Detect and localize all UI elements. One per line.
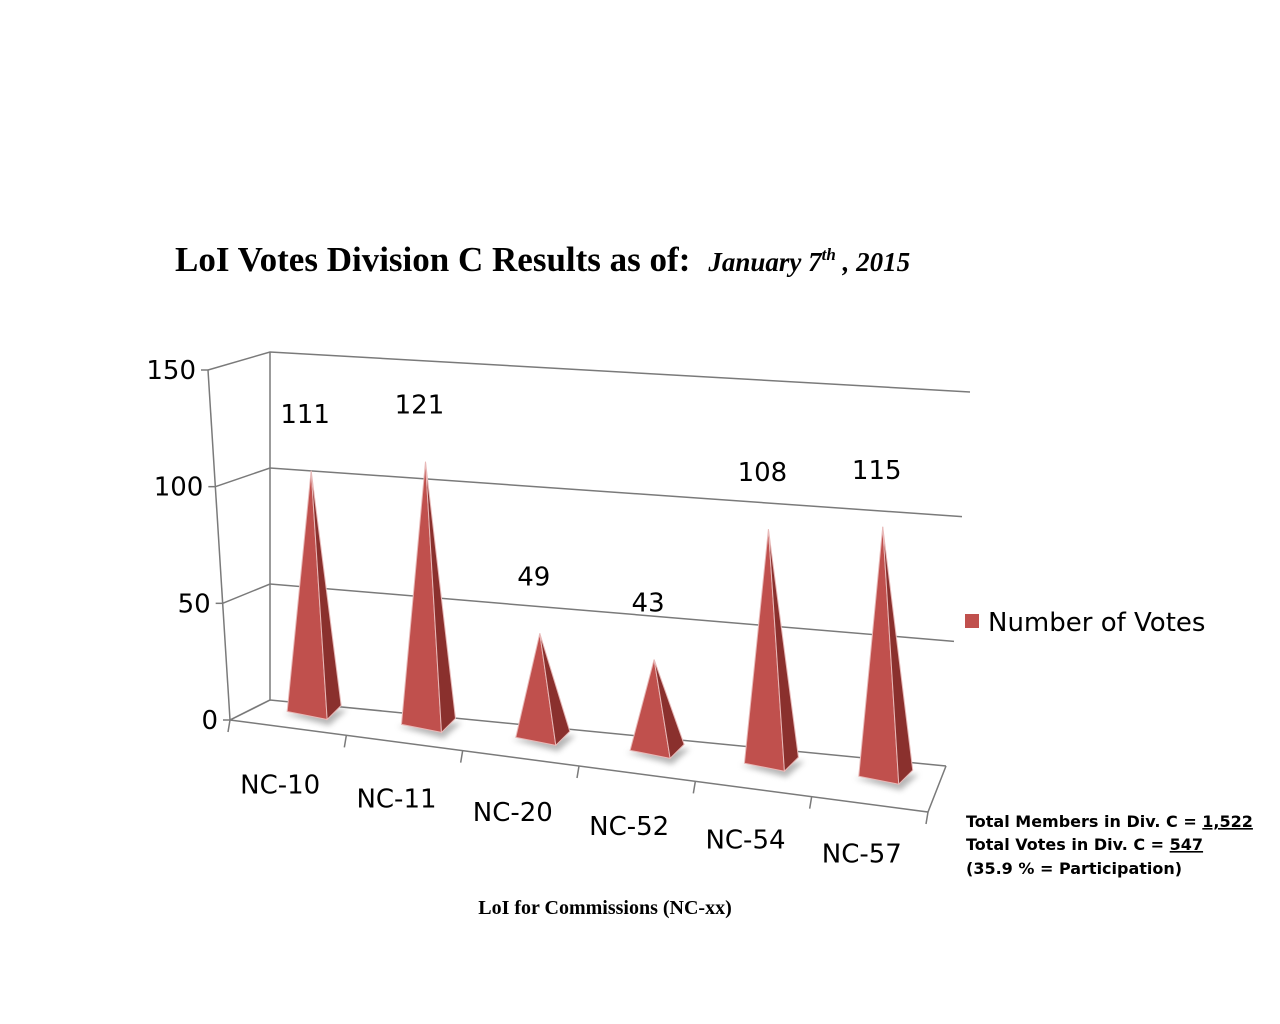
- gridline: [215, 467, 963, 518]
- bar: [283, 470, 348, 726]
- stats-votes: Total Votes in Div. C = 547: [966, 835, 1203, 854]
- x-axis-title: LoI for Commissions (NC-xx): [478, 897, 732, 919]
- data-label: 43: [632, 589, 665, 619]
- stats-members-value: 1,522: [1202, 812, 1253, 831]
- chart-title-date: January 7: [707, 247, 823, 277]
- bar: [854, 526, 919, 791]
- bar-side-face: [767, 529, 799, 773]
- data-label: 111: [280, 400, 330, 430]
- axes: [201, 352, 947, 825]
- data-labels: 111 121 49 43 108 115: [280, 391, 901, 619]
- x-tick-mark: [808, 796, 813, 809]
- stats-members-label: Total Members in Div. C =: [966, 812, 1202, 831]
- chart-title: LoI Votes Division C Results as of: Janu…: [175, 240, 910, 279]
- y-tick-label: 50: [178, 589, 211, 619]
- category-label: NC-54: [705, 826, 785, 856]
- bar-side-face: [310, 470, 342, 721]
- y-tick-label: 100: [154, 473, 204, 503]
- bar: [397, 461, 462, 739]
- y-axis-line: [207, 369, 231, 721]
- gridline: [222, 583, 955, 643]
- bars: [283, 461, 919, 791]
- data-label: 108: [738, 458, 788, 488]
- legend: Number of Votes: [965, 608, 1205, 638]
- stats-members: Total Members in Div. C = 1,522: [966, 812, 1253, 831]
- x-tick-mark: [227, 719, 231, 733]
- category-label: NC-11: [356, 784, 436, 814]
- floor-front-edge: [229, 719, 947, 813]
- bar-side-face: [424, 461, 456, 734]
- x-tick-mark: [343, 735, 348, 748]
- bar: [740, 529, 805, 778]
- stats-block: Total Members in Div. C = 1,522 Total Vo…: [966, 812, 1253, 878]
- x-tick-mark: [459, 750, 464, 763]
- category-label: NC-57: [822, 839, 902, 869]
- chart-title-date-year: , 2015: [836, 247, 910, 277]
- data-label: 49: [517, 562, 550, 592]
- x-tick-mark: [576, 765, 580, 779]
- chart-title-main: LoI Votes Division C Results as of:: [175, 240, 690, 279]
- y-tick-label: 150: [146, 356, 196, 386]
- floor-left-edge: [229, 699, 271, 721]
- bar-side-face: [653, 659, 685, 760]
- data-label: 121: [395, 391, 445, 421]
- bar-side-face: [539, 633, 571, 747]
- legend-label: Number of Votes: [988, 608, 1205, 638]
- stats-votes-value: 547: [1170, 835, 1203, 854]
- category-label: NC-20: [473, 798, 553, 828]
- stats-votes-label: Total Votes in Div. C =: [966, 835, 1170, 854]
- x-tick-mark: [925, 811, 929, 825]
- category-label: NC-52: [589, 812, 669, 842]
- gridline: [207, 351, 971, 393]
- y-tick-label: 0: [201, 706, 218, 736]
- category-labels: NC-10 NC-11 NC-20 NC-52 NC-54 NC-57: [240, 771, 902, 870]
- legend-swatch: [965, 614, 979, 628]
- bar-side-face: [882, 526, 914, 786]
- category-label: NC-10: [240, 771, 320, 801]
- bar: [511, 633, 576, 752]
- bar: [626, 659, 691, 765]
- x-tick-mark: [692, 781, 697, 794]
- data-label: 115: [852, 456, 902, 486]
- chart-title-date-sup: th: [822, 245, 836, 264]
- y-tick-labels: 0 50 100 150: [146, 356, 218, 736]
- stats-participation: (35.9 % = Participation): [966, 859, 1182, 878]
